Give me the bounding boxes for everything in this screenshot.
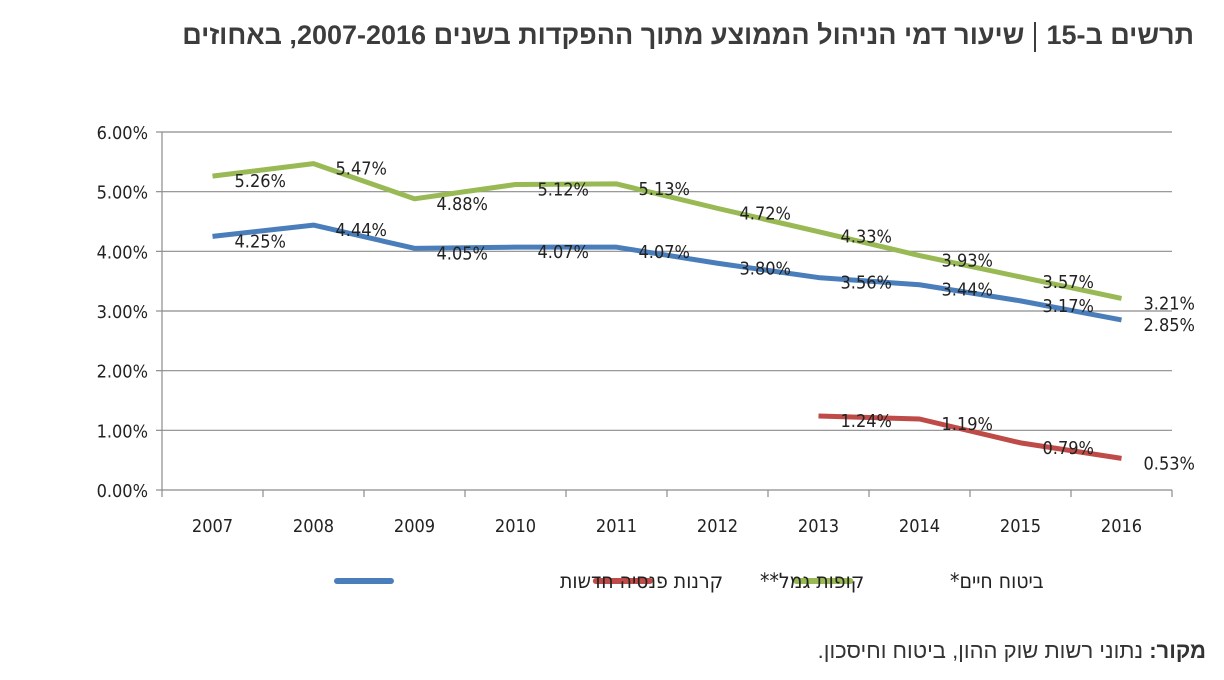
source-note: מקור: נתוני רשות שוק ההון, ביטוח וחיסכון…	[818, 638, 1206, 664]
data-label: 1.19%	[942, 414, 993, 435]
x-tick-label: 2014	[899, 516, 940, 537]
data-label: 3.44%	[942, 280, 993, 301]
data-label: 4.33%	[841, 227, 892, 248]
series-line	[212, 222, 1122, 323]
y-tick-label: 3.00%	[97, 302, 148, 323]
data-label: 3.21%	[1144, 293, 1195, 314]
x-tick-label: 2015	[1000, 516, 1041, 537]
x-tick-label: 2007	[192, 516, 233, 537]
data-label: 5.26%	[235, 171, 286, 192]
source-text: נתוני רשות שוק ההון, ביטוח וחיסכון.	[817, 638, 1144, 663]
source-label: מקור:	[1149, 638, 1206, 663]
data-label: 4.05%	[437, 243, 488, 264]
x-tick-label: 2010	[495, 516, 536, 537]
data-label: 5.47%	[336, 159, 387, 180]
title-separator	[1034, 21, 1037, 52]
data-label: 4.44%	[336, 220, 387, 241]
series-line	[212, 161, 1123, 301]
y-tick-label: 6.00%	[97, 123, 148, 144]
data-label: 5.13%	[639, 179, 690, 200]
x-tick-label: 2013	[798, 516, 839, 537]
data-label: 1.24%	[841, 411, 892, 432]
x-tick-label: 2011	[596, 516, 637, 537]
legend-label: קופות גמל**	[760, 569, 864, 593]
title-text: שיעור דמי הניהול הממוצע מתוך ההפקדות בשנ…	[182, 20, 1025, 50]
data-label: 4.88%	[437, 194, 488, 215]
data-label: 3.57%	[1043, 272, 1094, 293]
legend-label: קרנות פנסיה חדשות	[560, 569, 723, 593]
data-label: 4.07%	[538, 242, 589, 263]
x-tick-label: 2009	[394, 516, 435, 537]
y-tick-label: 1.00%	[97, 421, 148, 442]
chart-title: תרשים ב-15 שיעור דמי הניהול הממוצע מתוך ה…	[182, 20, 1194, 52]
data-label: 5.12%	[538, 180, 589, 201]
y-tick-label: 2.00%	[97, 362, 148, 383]
x-tick-label: 2012	[697, 516, 738, 537]
data-label: 4.07%	[639, 242, 690, 263]
data-label: 4.25%	[235, 231, 286, 252]
figure-number: תרשים ב-15	[1046, 20, 1194, 50]
y-tick-label: 4.00%	[97, 242, 148, 263]
data-label: 3.93%	[942, 251, 993, 272]
data-label: 3.80%	[740, 258, 791, 279]
data-label: 3.17%	[1043, 296, 1094, 317]
y-tick-label: 5.00%	[97, 183, 148, 204]
data-label: 4.72%	[740, 203, 791, 224]
data-label: 2.85%	[1144, 315, 1195, 336]
x-tick-label: 2016	[1101, 516, 1142, 537]
data-label: 0.53%	[1144, 453, 1195, 474]
data-label: 0.79%	[1043, 438, 1094, 459]
legend-label: ביטוח חיים*	[950, 569, 1044, 593]
y-tick-label: 0.00%	[97, 481, 148, 502]
data-label: 3.56%	[841, 273, 892, 294]
x-tick-label: 2008	[293, 516, 334, 537]
series-line	[818, 413, 1122, 461]
